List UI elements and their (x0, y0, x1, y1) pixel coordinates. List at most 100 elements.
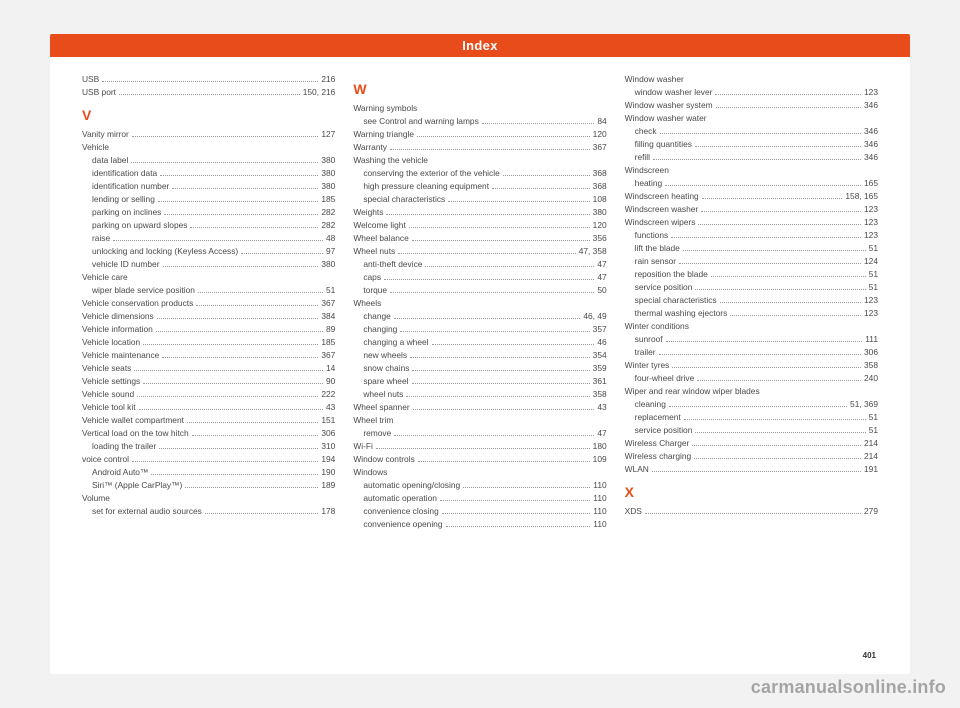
index-entry-page: 189 (321, 479, 335, 492)
leader-dots (666, 341, 863, 342)
index-entry: changing 357 (353, 323, 606, 336)
index-column: WWarning symbolssee Control and warning … (353, 73, 606, 531)
index-entry-label: Vehicle maintenance (82, 349, 159, 362)
index-entry-page: 89 (326, 323, 335, 336)
leader-dots (192, 435, 319, 436)
index-entry: raise 48 (82, 232, 335, 245)
index-entry: filling quantities 346 (625, 138, 878, 151)
index-entry-page: 123 (864, 216, 878, 229)
index-entry-label: loading the trailer (92, 440, 156, 453)
index-entry-page: 150, 216 (303, 86, 336, 99)
index-entry: special characteristics 108 (353, 193, 606, 206)
index-entry: Windscreen washer 123 (625, 203, 878, 216)
index-entry-label: XDS (625, 505, 642, 518)
leader-dots (645, 513, 861, 514)
leader-dots (412, 240, 590, 241)
index-entry: loading the trailer 310 (82, 440, 335, 453)
leader-dots (448, 201, 589, 202)
index-entry-page: 48 (326, 232, 335, 245)
index-entry: Vehicle tool kit 43 (82, 401, 335, 414)
leader-dots (390, 292, 594, 293)
index-entry-page: 14 (326, 362, 335, 375)
index-entry-page: 368 (593, 180, 607, 193)
index-entry-page: 47 (597, 271, 606, 284)
index-entry-label: see Control and warning lamps (363, 115, 478, 128)
leader-dots (157, 318, 319, 319)
index-entry: service position 51 (625, 424, 878, 437)
leader-dots (701, 211, 861, 212)
index-entry-page: 109 (593, 453, 607, 466)
index-entry-label: service position (635, 281, 693, 294)
index-entry-page: 127 (321, 128, 335, 141)
index-entry-label: Vehicle wallet compartment (82, 414, 184, 427)
index-entry-page: 43 (597, 401, 606, 414)
leader-dots (432, 344, 595, 345)
index-entry: USB port 150, 216 (82, 86, 335, 99)
index-entry-page: 50 (597, 284, 606, 297)
index-entry-page: 47 (597, 258, 606, 271)
leader-dots (711, 276, 866, 277)
index-entry: Vehicle seats 14 (82, 362, 335, 375)
index-entry-page: 120 (593, 219, 607, 232)
leader-dots (715, 94, 861, 95)
index-entry-label: identification number (92, 180, 169, 193)
leader-dots (660, 133, 861, 134)
index-entry-label: Vehicle dimensions (82, 310, 154, 323)
index-entry: cleaning 51, 369 (625, 398, 878, 411)
index-entry-label: USB port (82, 86, 116, 99)
leader-dots (132, 136, 319, 137)
watermark-text: carmanualsonline.info (751, 677, 946, 698)
section-title: Index (462, 38, 497, 53)
index-entry-label: Wireless Charger (625, 437, 690, 450)
index-entry: Vehicle sound 222 (82, 388, 335, 401)
index-entry-page: 46 (597, 336, 606, 349)
index-entry-page: 51 (326, 284, 335, 297)
index-column: Window washerwindow washer lever 123Wind… (625, 73, 878, 531)
index-entry-page: 361 (593, 375, 607, 388)
leader-dots (162, 357, 318, 358)
leader-dots (492, 188, 590, 189)
leader-dots (400, 331, 589, 332)
leader-dots (151, 474, 318, 475)
leader-dots (185, 487, 318, 488)
index-entry-label: convenience closing (363, 505, 438, 518)
leader-dots (694, 458, 861, 459)
index-entry: window washer lever 123 (625, 86, 878, 99)
leader-dots (463, 487, 590, 488)
index-entry: Wheel nuts 47, 358 (353, 245, 606, 258)
index-entry-page: 90 (326, 375, 335, 388)
leader-dots (190, 227, 318, 228)
index-entry-page: 279 (864, 505, 878, 518)
index-entry: Winter tyres 358 (625, 359, 878, 372)
index-entry-label: changing (363, 323, 397, 336)
leader-dots (665, 185, 861, 186)
index-entry: sunroof 111 (625, 333, 878, 346)
index-entry-page: 51 (869, 242, 878, 255)
index-entry-page: 124 (864, 255, 878, 268)
index-entry-page: 190 (321, 466, 335, 479)
leader-dots (659, 354, 861, 355)
index-entry-page: 123 (864, 86, 878, 99)
leader-dots (695, 289, 865, 290)
leader-dots (482, 123, 595, 124)
index-entry-page: 43 (326, 401, 335, 414)
index-entry-page: 367 (321, 349, 335, 362)
leader-dots (394, 318, 581, 319)
index-entry: Vehicle conservation products 367 (82, 297, 335, 310)
section-letter: W (353, 79, 606, 101)
index-entry-label: Winter tyres (625, 359, 670, 372)
index-entry-label: automatic operation (363, 492, 437, 505)
index-entry-label: new wheels (363, 349, 407, 362)
index-entry-label: wheel nuts (363, 388, 403, 401)
index-entry: check 346 (625, 125, 878, 138)
leader-dots (134, 370, 323, 371)
index-entry-label: change (363, 310, 390, 323)
index-entry: snow chains 359 (353, 362, 606, 375)
index-entry: Siri™ (Apple CarPlay™) 189 (82, 479, 335, 492)
index-entry-label: data label (92, 154, 128, 167)
index-entry-label: thermal washing ejectors (635, 307, 728, 320)
index-entry-label: unlocking and locking (Keyless Access) (92, 245, 238, 258)
index-group-header: Windows (353, 466, 606, 479)
index-entry-page: 282 (321, 206, 335, 219)
index-entry: WLAN 191 (625, 463, 878, 476)
